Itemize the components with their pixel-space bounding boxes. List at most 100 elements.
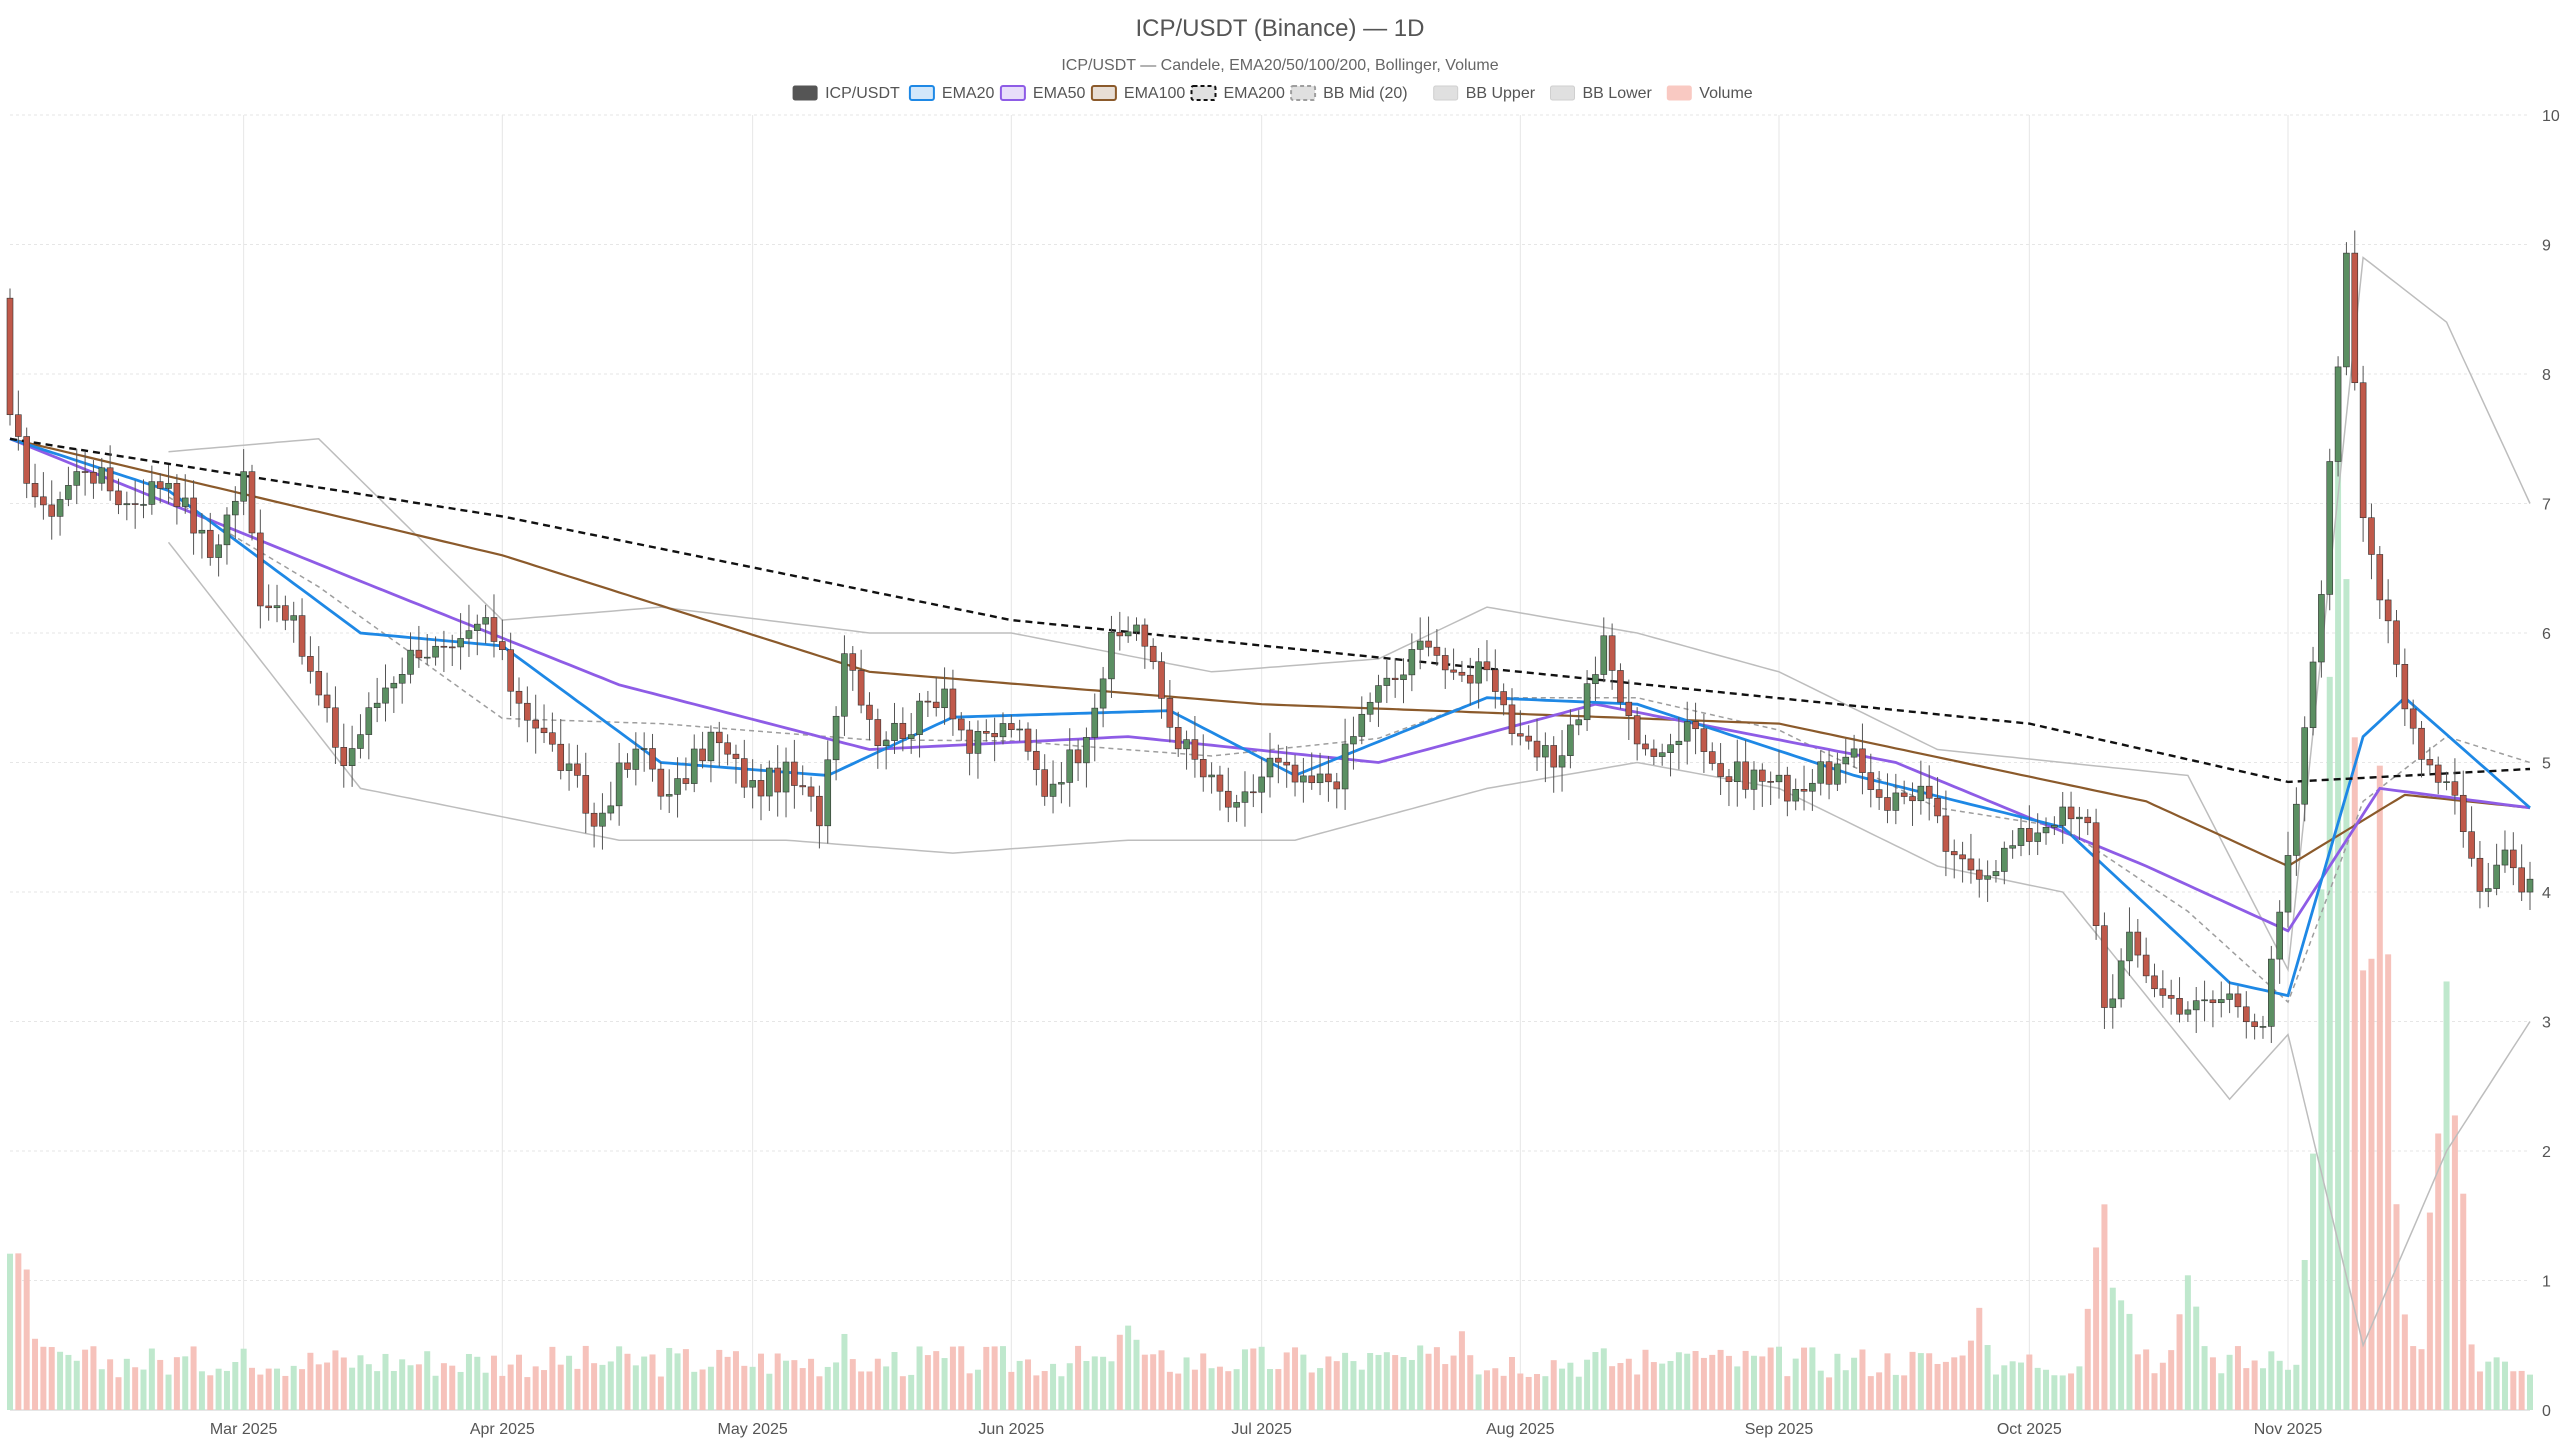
candle-body xyxy=(1817,761,1825,784)
candle-body xyxy=(2510,849,2517,869)
volume-bar xyxy=(1058,1376,1065,1410)
candle-body xyxy=(1800,788,1808,792)
candle-body xyxy=(1583,683,1591,721)
candle-body xyxy=(1166,698,1174,728)
candle-body xyxy=(2318,594,2325,663)
volume-bar xyxy=(1700,1357,1707,1410)
volume-bar xyxy=(616,1346,623,1410)
volume-bar xyxy=(1784,1376,1791,1410)
volume-bar xyxy=(1834,1353,1841,1410)
candle-body xyxy=(2192,1000,2200,1011)
volume-bar xyxy=(1792,1358,1799,1410)
x-tick-label: Jul 2025 xyxy=(1231,1421,1292,1438)
candle-body xyxy=(2209,999,2217,1004)
volume-bar xyxy=(1851,1357,1858,1410)
candle-body xyxy=(31,483,39,498)
volume-bar xyxy=(682,1349,689,1410)
x-tick-label: Sep 2025 xyxy=(1745,1421,1814,1438)
candle-body xyxy=(1909,796,1916,802)
candle-body xyxy=(348,748,356,766)
volume-bar xyxy=(15,1253,22,1410)
candle-body xyxy=(215,544,222,558)
candle-body xyxy=(1575,719,1583,726)
candle-body xyxy=(2217,999,2225,1004)
candle-body xyxy=(148,481,156,505)
volume-bar xyxy=(1383,1352,1390,1410)
candle-body xyxy=(2126,931,2133,962)
volume-bar xyxy=(1100,1356,1107,1410)
candle-body xyxy=(2443,781,2450,783)
volume-bar xyxy=(499,1375,506,1410)
candle-body xyxy=(532,719,539,729)
candle-body xyxy=(2368,517,2375,555)
legend: ICP/USDT EMA20 EMA50 EMA100 EMA200 BB Mid (20… xyxy=(792,85,1753,102)
candle-body xyxy=(1967,858,1975,871)
candle-body xyxy=(181,497,189,507)
candle-body xyxy=(1475,661,1482,684)
volume-bar xyxy=(749,1366,756,1410)
volume-bar xyxy=(223,1370,230,1410)
legend-swatch xyxy=(908,85,935,101)
y-tick-label: 5 xyxy=(2542,756,2551,773)
candle-body xyxy=(2017,828,2025,846)
volume-bar xyxy=(2276,1360,2283,1410)
volume-bar xyxy=(2268,1351,2275,1410)
volume-bar xyxy=(2184,1275,2191,1410)
volume-bar xyxy=(916,1346,923,1410)
candle-body xyxy=(2034,832,2041,842)
candle-body xyxy=(2384,599,2392,622)
candle-body xyxy=(1233,802,1240,808)
volume-bar xyxy=(465,1353,472,1410)
candle-body xyxy=(2376,554,2384,601)
candle-body xyxy=(1992,871,2000,877)
candle-body xyxy=(2301,727,2308,805)
candle-body xyxy=(2201,999,2208,1002)
candle-body xyxy=(206,529,214,558)
candle-body xyxy=(1375,685,1382,703)
candle-body xyxy=(1275,757,1282,763)
candle-body xyxy=(1141,624,1149,647)
volume-bar xyxy=(1776,1346,1783,1410)
candle-body xyxy=(140,504,147,506)
candle-body xyxy=(1633,715,1641,745)
volume-bar xyxy=(349,1367,356,1410)
volume-bars xyxy=(7,439,2533,1410)
volume-bar xyxy=(1508,1356,1515,1410)
candle-body xyxy=(540,727,548,734)
volume-bar xyxy=(958,1346,965,1410)
candle-body xyxy=(874,719,882,747)
candle-body xyxy=(407,649,414,675)
volume-bar xyxy=(933,1351,940,1410)
candle-body xyxy=(549,732,556,745)
candle-body xyxy=(1750,769,1758,790)
candle-body xyxy=(899,722,907,739)
volume-bar xyxy=(732,1351,739,1410)
volume-bar xyxy=(1342,1352,1349,1410)
legend-swatch xyxy=(1550,85,1575,101)
volume-bar xyxy=(399,1359,406,1410)
candle-body xyxy=(1642,743,1649,750)
legend-label: EMA20 xyxy=(942,85,995,102)
candle-body xyxy=(932,701,940,709)
legend-label: EMA50 xyxy=(1033,85,1086,102)
volume-bar xyxy=(883,1366,890,1410)
volume-bar xyxy=(1183,1357,1190,1410)
volume-bar xyxy=(2201,1346,2208,1410)
candle-body xyxy=(1650,748,1658,757)
candle-body xyxy=(1959,854,1966,860)
y-tick-label: 8 xyxy=(2542,367,2551,384)
volume-bar xyxy=(1892,1374,1899,1410)
candle-body xyxy=(2426,759,2434,766)
volume-bar xyxy=(974,1369,981,1410)
candle-body xyxy=(1508,704,1516,734)
candle-body xyxy=(2468,831,2475,859)
candle-body xyxy=(1592,674,1599,685)
volume-bar xyxy=(1884,1353,1891,1410)
candle-body xyxy=(123,503,131,506)
volume-bar xyxy=(407,1365,414,1410)
candle-body xyxy=(2351,252,2359,384)
candle-body xyxy=(198,529,206,534)
volume-bar xyxy=(1859,1349,1866,1410)
candle-body xyxy=(265,605,272,609)
candle-body xyxy=(1525,735,1532,742)
